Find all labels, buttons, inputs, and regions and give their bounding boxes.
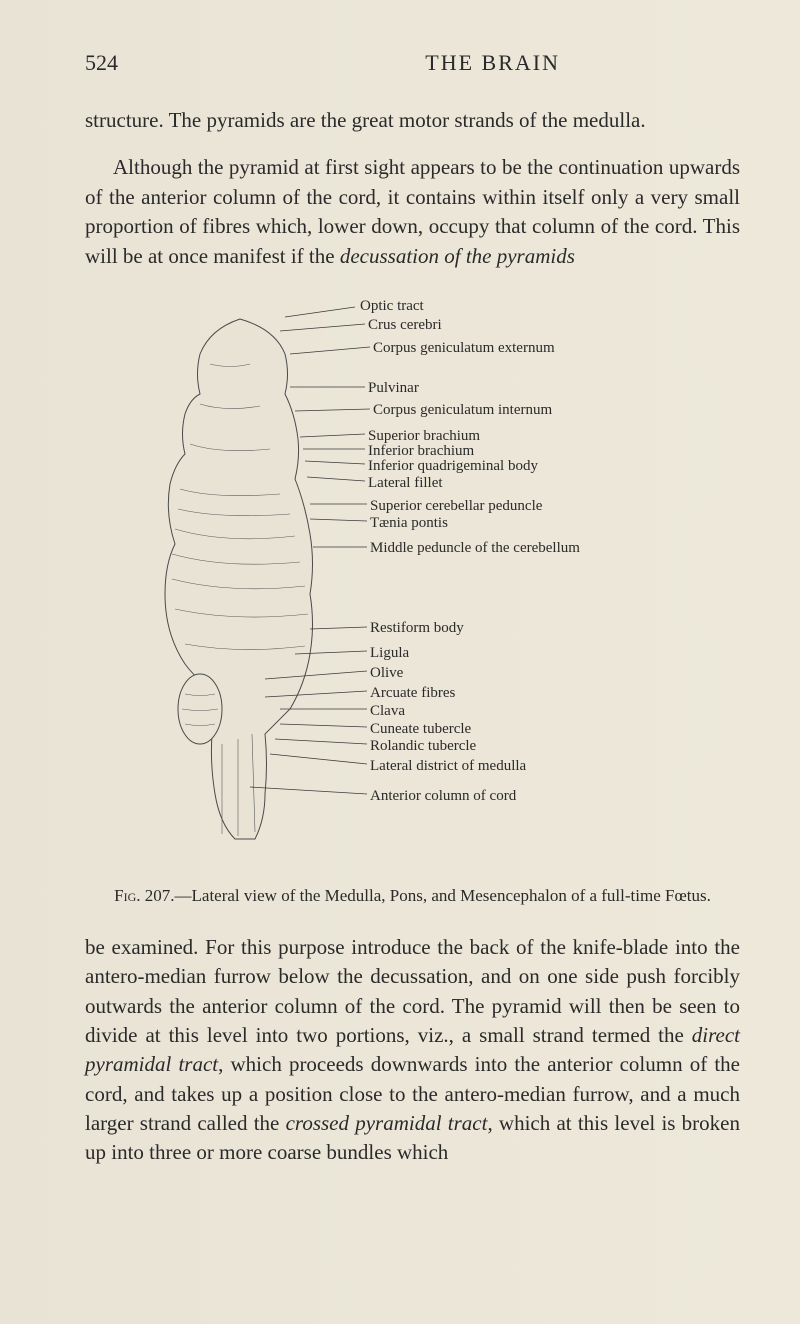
page-number: 524 xyxy=(85,50,118,76)
caption-text: —Lateral view of the Medulla, Pons, and … xyxy=(175,886,711,905)
label-pulvinar: Pulvinar xyxy=(368,379,419,397)
label-corpus-int: Corpus geniculatum internum xyxy=(373,401,552,419)
label-olive: Olive xyxy=(370,664,403,682)
para3-text-d: crossed pyramidal tract xyxy=(286,1111,488,1135)
label-rolandic: Rolandic tubercle xyxy=(370,737,476,755)
label-clava: Clava xyxy=(370,702,405,720)
paragraph-3: be examined. For this purpose introduce … xyxy=(85,933,740,1168)
label-crus-cerebri: Crus cerebri xyxy=(368,316,442,334)
label-taenia: Tænia pontis xyxy=(370,514,448,532)
label-sup-cerebellar: Superior cerebellar peduncle xyxy=(370,497,542,515)
label-lateral-district: Lateral district of medulla xyxy=(370,757,526,775)
label-inf-quad: Inferior quadrigeminal body xyxy=(368,457,538,475)
label-optic-tract: Optic tract xyxy=(360,297,424,315)
para3-text-a: be examined. For this purpose introduce … xyxy=(85,935,740,1047)
label-lateral-fillet: Lateral fillet xyxy=(368,474,443,492)
label-ligula: Ligula xyxy=(370,644,409,662)
paragraph-1: structure. The pyramids are the great mo… xyxy=(85,106,740,135)
label-restiform: Restiform body xyxy=(370,619,464,637)
figure-caption: Fig. 207.—Lateral view of the Medulla, P… xyxy=(85,884,740,908)
brain-illustration xyxy=(130,314,350,844)
anatomical-figure: Optic tract Crus cerebri Corpus genicula… xyxy=(85,289,740,869)
page-header: 524 THE BRAIN xyxy=(85,50,740,76)
para2-text-b: decussation of the pyramids xyxy=(340,244,575,268)
label-anterior-column: Anterior column of cord xyxy=(370,787,516,805)
chapter-title: THE BRAIN xyxy=(425,50,560,76)
label-middle-peduncle: Middle peduncle of the cerebellum xyxy=(370,539,580,557)
para1-text: structure. The pyramids are the great mo… xyxy=(85,108,646,132)
label-arcuate: Arcuate fibres xyxy=(370,684,455,702)
paragraph-2: Although the pyramid at first sight appe… xyxy=(85,153,740,271)
caption-fig-num: Fig. 207. xyxy=(114,886,174,905)
label-corpus-ext: Corpus geniculatum externum xyxy=(373,339,555,357)
label-cuneate: Cuneate tubercle xyxy=(370,720,471,738)
